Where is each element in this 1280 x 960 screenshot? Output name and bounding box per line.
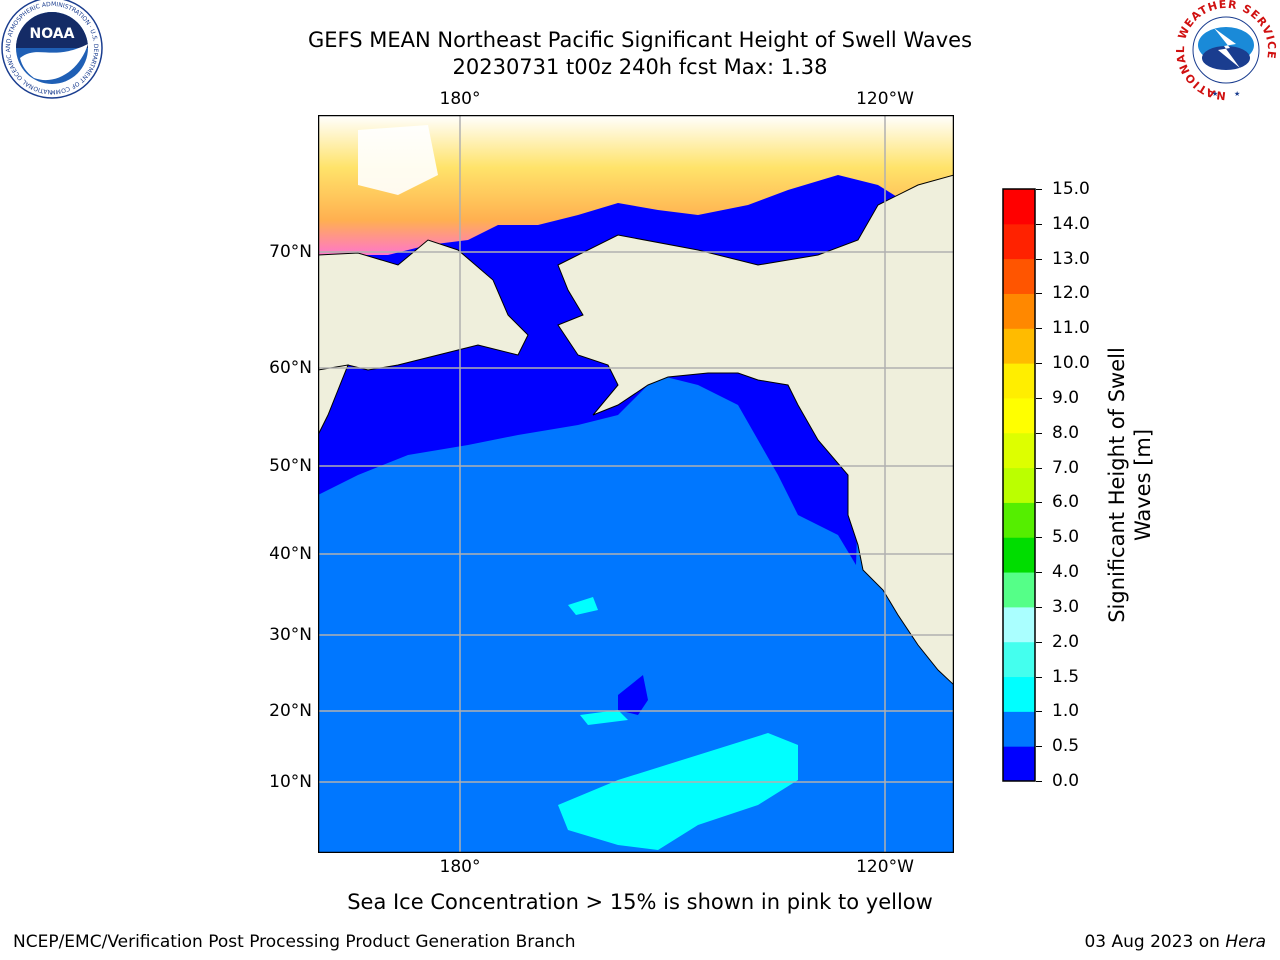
colorbar-tick-mark — [1036, 781, 1042, 782]
colorbar-title-line-1: Significant Height of Swell — [1105, 347, 1129, 623]
noaa-logo: NATIONAL OCEANIC AND ATMOSPHERIC ADMINIS… — [0, 0, 103, 99]
land-kamchatka — [318, 364, 349, 436]
colorbar-segment — [1003, 676, 1035, 712]
lat-label-20n: 20°N — [269, 701, 312, 721]
colorbar-segment — [1003, 572, 1035, 608]
colorbar-tick-label: 12.0 — [1052, 283, 1090, 304]
lon-label-bottom-180: 180° — [439, 857, 481, 877]
colorbar-segment — [1003, 397, 1035, 434]
land-north-america — [557, 174, 954, 686]
colorbar-tick-mark — [1036, 502, 1042, 504]
title-line-1: GEFS MEAN Northeast Pacific Significant … — [307, 28, 973, 52]
colorbar-tick-mark — [1036, 223, 1042, 225]
colorbar-tick-mark — [1036, 467, 1042, 469]
colorbar-tick-mark — [1036, 293, 1042, 295]
lat-label-10n: 10°N — [269, 772, 312, 792]
colorbar-segment — [1003, 223, 1035, 260]
colorbar-tick-label: 1.5 — [1052, 666, 1080, 687]
footer-date: 03 Aug 2023 on Hera — [1084, 932, 1266, 952]
sea-ice — [318, 115, 954, 265]
colorbar-segment — [1003, 328, 1035, 364]
colorbar-segment — [1003, 258, 1035, 294]
sea-ice-note: Sea Ice Concentration > 15% is shown in … — [347, 890, 933, 914]
lat-label-60n: 60°N — [269, 358, 312, 378]
colorbar-tick-label: 14.0 — [1052, 213, 1090, 234]
colorbar-tick-mark — [1036, 676, 1042, 678]
graticule — [318, 115, 954, 853]
lat-label-30n: 30°N — [269, 625, 312, 645]
colorbar-tick-label: 1.0 — [1052, 701, 1080, 722]
colorbar-tick-label: 2.0 — [1052, 631, 1080, 652]
colorbar-tick-mark — [1036, 363, 1042, 365]
colorbar-segment — [1003, 467, 1035, 503]
colorbar-tick-mark — [1036, 572, 1042, 574]
noaa-logo-text: NOAA — [30, 26, 75, 42]
colorbar-tick-label: 15.0 — [1052, 179, 1090, 199]
lat-label-70n: 70°N — [269, 242, 312, 262]
lon-label-bottom-120w: 120°W — [856, 857, 914, 877]
lon-label-top-120w: 120°W — [856, 89, 914, 109]
colorbar-tick-label: 7.0 — [1052, 457, 1080, 478]
colorbar-tick-label: 8.0 — [1052, 422, 1080, 443]
nws-logo: NATIONAL WEATHER SERVICE ★ ★ — [1174, 0, 1277, 102]
colorbar-tick-label: 0.5 — [1052, 736, 1080, 757]
colorbar-tick-mark — [1036, 328, 1042, 330]
colorbar-tick-mark — [1036, 606, 1042, 608]
colorbar-segment — [1003, 606, 1035, 643]
colorbar-tick-label: 6.0 — [1052, 492, 1080, 513]
colorbar-tick-mark — [1036, 189, 1042, 190]
colorbar-tick-label: 0.0 — [1052, 771, 1080, 791]
colorbar-tick-label: 3.0 — [1052, 596, 1080, 617]
colorbar-tick-mark — [1036, 746, 1042, 748]
colorbar-tick-label: 4.0 — [1052, 562, 1080, 583]
colorbar-segment — [1003, 293, 1035, 329]
colorbar-title: Significant Height of Swell Waves [m] — [1104, 347, 1156, 623]
colorbar — [1002, 188, 1036, 782]
title-line-2: 20230731 t00z 240h fcst Max: 1.38 — [452, 55, 828, 79]
map-frame — [318, 115, 954, 853]
svg-text:★: ★ — [1234, 90, 1240, 98]
colorbar-tick-mark — [1036, 258, 1042, 260]
colorbar-segment — [1003, 432, 1035, 469]
colorbar-tick-label: 10.0 — [1052, 353, 1090, 374]
lat-label-40n: 40°N — [269, 544, 312, 564]
colorbar-segment — [1003, 746, 1035, 782]
lat-label-50n: 50°N — [269, 456, 312, 476]
colorbar-segment — [1003, 641, 1035, 678]
colorbar-tick-mark — [1036, 537, 1042, 539]
colorbar-tick-mark — [1036, 397, 1042, 399]
footer-branch: NCEP/EMC/Verification Post Processing Pr… — [13, 932, 576, 952]
colorbar-tick-mark — [1036, 711, 1042, 713]
colorbar-tick-mark — [1036, 432, 1042, 434]
colorbar-tick-label: 9.0 — [1052, 387, 1080, 408]
colorbar-tick-label: 5.0 — [1052, 527, 1080, 548]
colorbar-tick-label: 13.0 — [1052, 248, 1090, 269]
colorbar-segment — [1003, 711, 1035, 747]
colorbar-segment — [1003, 189, 1035, 225]
colorbar-tick-label: 11.0 — [1052, 318, 1090, 339]
lon-label-top-180: 180° — [439, 89, 481, 109]
footer-host: Hera — [1225, 932, 1266, 952]
map-area — [318, 115, 954, 853]
hawaii-low-swell — [618, 675, 648, 715]
colorbar-frame — [1002, 188, 1036, 782]
ocean-swell-1.0-1.5 — [558, 733, 798, 850]
colorbar-segment — [1003, 363, 1035, 399]
colorbar-segment — [1003, 502, 1035, 538]
svg-text:★: ★ — [1212, 90, 1218, 98]
colorbar-tick-mark — [1036, 641, 1042, 643]
colorbar-title-line-2: Waves [m] — [1131, 428, 1155, 542]
footer-date-text: 03 Aug 2023 on — [1084, 932, 1226, 952]
colorbar-segment — [1003, 537, 1035, 573]
